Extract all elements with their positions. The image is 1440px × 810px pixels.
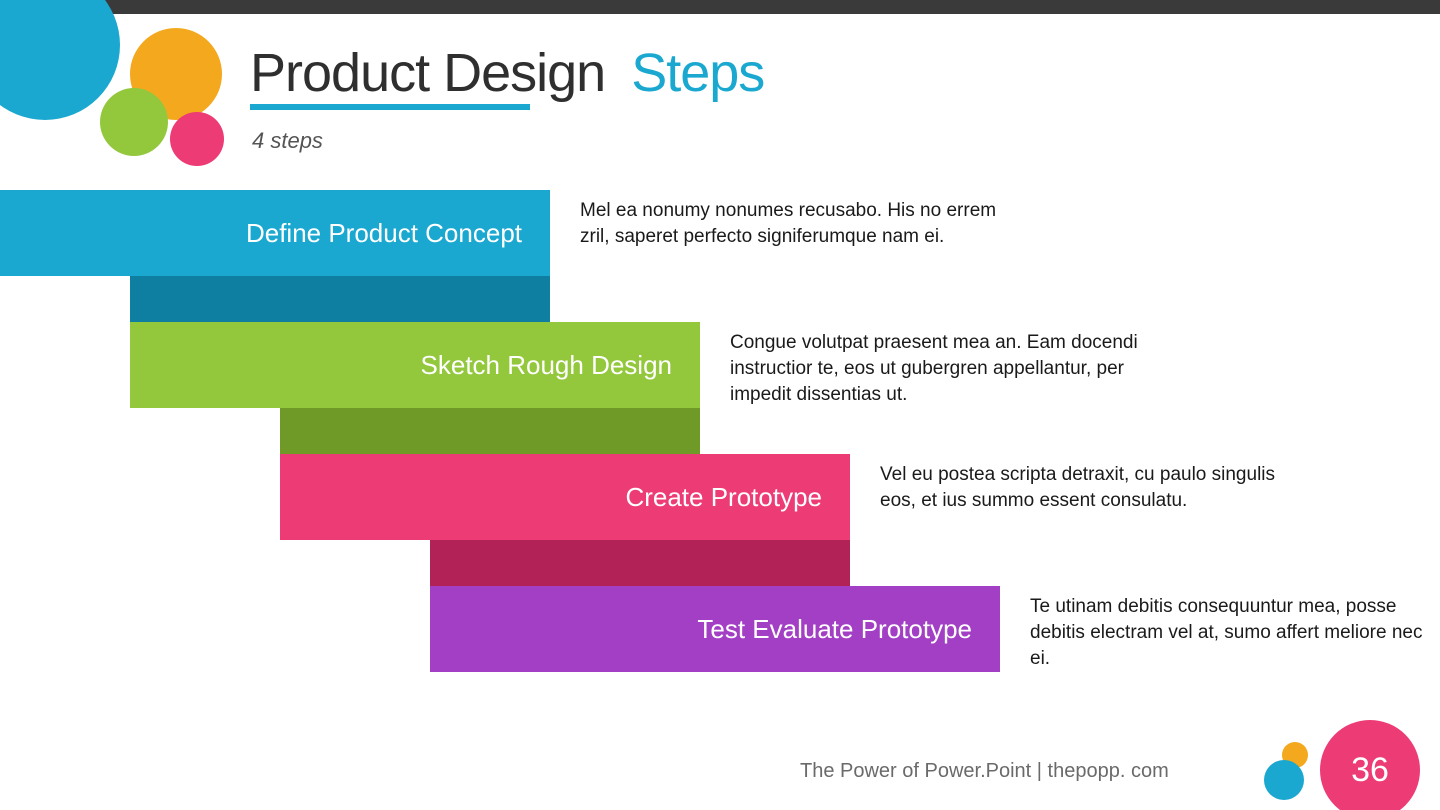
page-number-badge: 36 xyxy=(1320,720,1420,810)
step-connector xyxy=(280,408,700,454)
step-label: Sketch Rough Design xyxy=(421,350,672,381)
slide: Product Design Steps 4 steps Define Prod… xyxy=(0,0,1440,810)
step-connector xyxy=(430,540,850,586)
step-bar: Sketch Rough Design xyxy=(130,322,700,408)
step-description: Vel eu postea scripta detraxit, cu paulo… xyxy=(880,462,1310,514)
slide-title: Product Design Steps xyxy=(250,42,764,104)
step-bar: Define Product Concept xyxy=(0,190,550,276)
step-bar: Test Evaluate Prototype xyxy=(430,586,1000,672)
title-accent: Steps xyxy=(631,43,764,103)
page-number: 36 xyxy=(1351,751,1389,790)
decor-circle xyxy=(170,112,224,166)
step-bar: Create Prototype xyxy=(280,454,850,540)
step-connector xyxy=(130,276,550,322)
step-description: Te utinam debitis consequuntur mea, poss… xyxy=(1030,594,1430,672)
footer-text: The Power of Power.Point | thepopp. com xyxy=(800,760,1169,783)
step-label: Define Product Concept xyxy=(246,218,522,249)
title-underline xyxy=(250,104,530,110)
step-description: Congue volutpat praesent mea an. Eam doc… xyxy=(730,330,1160,408)
title-main: Product Design xyxy=(250,43,605,103)
step-description: Mel ea nonumy nonumes recusabo. His no e… xyxy=(580,198,1000,250)
decor-circle xyxy=(100,88,168,156)
decor-circle xyxy=(0,0,120,120)
step-label: Create Prototype xyxy=(625,482,822,513)
top-bar xyxy=(0,0,1440,14)
step-label: Test Evaluate Prototype xyxy=(697,614,972,645)
footer-decor-circle xyxy=(1264,760,1304,800)
slide-subtitle: 4 steps xyxy=(252,128,323,154)
